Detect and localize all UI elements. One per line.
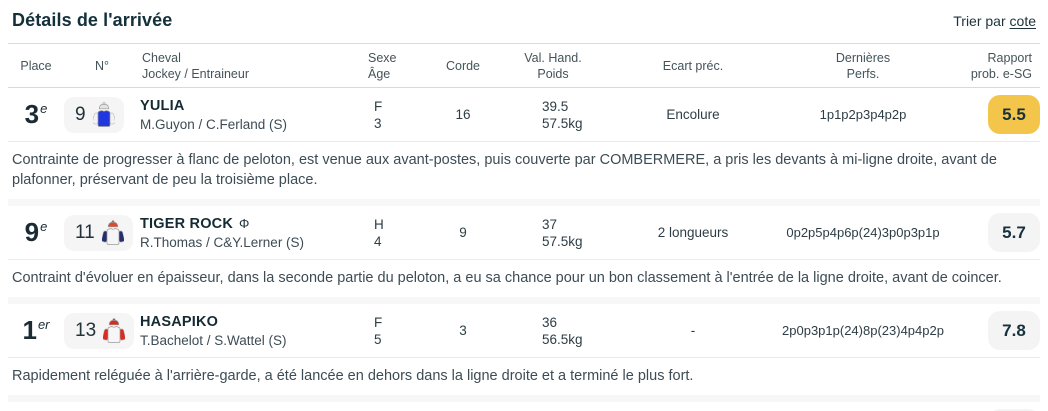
number-cell: 9: [64, 96, 140, 133]
place-number: 1: [22, 315, 37, 345]
sexe-value: F: [374, 314, 383, 330]
ecart-value: -: [690, 323, 696, 338]
horse-row[interactable]: 5e 3 BAD BOYΦ C.Soumillon / J.Leroy H: [8, 402, 1040, 411]
horse-number: 11: [75, 221, 95, 243]
horse-row[interactable]: 3e 9 YULIAΦ M.Guyon / C.Ferland (S) F: [8, 88, 1040, 141]
place-cell: 3e: [8, 99, 64, 130]
sort-by-cote-link[interactable]: cote: [1009, 13, 1036, 29]
age-value: 3: [374, 115, 382, 131]
place-number: 3: [24, 99, 40, 129]
page-title: Détails de l'arrivée: [12, 10, 173, 30]
jockey-silk-icon: [103, 317, 126, 343]
horse-cell: YULIAΦ M.Guyon / C.Ferland (S): [140, 97, 368, 132]
valhand-poids-cell: 36 56.5kg: [498, 314, 608, 348]
horse-number: 9: [75, 103, 86, 125]
horse-number: 13: [75, 319, 97, 341]
age-value: 5: [374, 331, 382, 347]
rapport-cell: 7.8: [948, 311, 1040, 350]
perfs-value: 2p0p3p1p(24)8p(23)4p4p2p: [782, 323, 944, 338]
col-header-ecart: Ecart préc.: [662, 58, 724, 73]
place-suffix: e: [40, 101, 48, 116]
col-header-corde: Corde: [445, 58, 481, 73]
place-cell: 9e: [8, 217, 64, 248]
col-header-place: Place: [20, 58, 52, 73]
comment-row: Rapidement reléguée à l'arrière-garde, a…: [8, 357, 1040, 395]
poids-value: 56.5kg: [542, 331, 583, 347]
horse-row[interactable]: 9e 11 TIGER ROCK Φ R.Thomas / C&Y.Lerner …: [8, 206, 1040, 259]
valhand-poids-cell: 39.5 57.5kg: [498, 98, 608, 132]
sexe-value: H: [374, 216, 384, 232]
poids-value: 57.5kg: [542, 115, 583, 131]
rapport-cell: 5.5: [948, 95, 1040, 134]
blinkers-icon: Φ: [239, 216, 250, 231]
corde-value: 16: [455, 107, 471, 122]
rapport-badge: 9.6: [988, 409, 1040, 411]
rapport-badge: 5.5: [988, 95, 1040, 134]
col-header-valhand-poids: Val. Hand. Poids: [524, 50, 582, 81]
sort-control: Trier par cote: [953, 10, 1036, 29]
perfs-value: 0p2p5p4p6p(24)3p0p3p1p: [786, 225, 940, 240]
rapport-badge: 7.8: [988, 311, 1040, 350]
number-pill: 11: [64, 214, 133, 251]
sexe-age-cell: F 3: [368, 98, 428, 132]
col-header-cheval: Cheval Jockey / Entraineur: [142, 50, 249, 81]
valhand-value: 36: [542, 314, 558, 330]
ecart-value: 2 longueurs: [657, 225, 729, 240]
valhand-value: 39.5: [542, 98, 569, 114]
place-number: 9: [24, 217, 40, 247]
horse-row[interactable]: 1er 13 HASAPIKOΦ T.Bachelot / S.Wattel (…: [8, 304, 1040, 357]
valhand-value: 37: [542, 216, 558, 232]
number-pill: 13: [64, 312, 135, 349]
corde-value: 3: [459, 323, 467, 338]
comment-row: Contraint d'évoluer en épaisseur, dans l…: [8, 259, 1040, 297]
jockey-trainer: M.Guyon / C.Ferland (S): [140, 117, 288, 132]
row-separator-band: [8, 395, 1040, 402]
row-separator-band: [8, 297, 1040, 304]
age-value: 4: [374, 233, 382, 249]
horse-cell: HASAPIKOΦ T.Bachelot / S.Wattel (S): [140, 313, 368, 348]
col-header-dernieres-perfs: Dernières Perfs.: [835, 50, 891, 81]
horse-name: TIGER ROCK: [140, 216, 234, 232]
valhand-poids-cell: 37 57.5kg: [498, 216, 608, 250]
topbar: Détails de l'arrivée Trier par cote: [8, 0, 1040, 43]
horse-name: YULIA: [140, 98, 185, 114]
table-header-row: Place N° Cheval Jockey / Entraineur Sexe…: [8, 43, 1040, 88]
horse-cell: TIGER ROCK Φ R.Thomas / C&Y.Lerner (S): [140, 215, 368, 250]
jockey-silk-icon: [101, 219, 124, 245]
rapport-cell: 9.6: [948, 409, 1040, 411]
horse-name: HASAPIKO: [140, 314, 219, 330]
corde-value: 9: [459, 225, 467, 240]
ecart-value: Encolure: [666, 107, 720, 122]
row-separator-band: [8, 199, 1040, 206]
jockey-trainer: T.Bachelot / S.Wattel (S): [140, 333, 287, 348]
perfs-value: 1p1p2p3p4p2p: [819, 107, 907, 122]
sexe-value: F: [374, 98, 383, 114]
place-cell: 1er: [8, 315, 64, 346]
comment-row: Contrainte de progresser à flanc de pelo…: [8, 141, 1040, 199]
jockey-trainer: R.Thomas / C&Y.Lerner (S): [140, 235, 305, 250]
col-header-rapport: Rapport prob. e-SG: [970, 50, 1032, 81]
sort-label: Trier par: [953, 13, 1006, 29]
number-pill: 9: [64, 96, 124, 133]
number-cell: 11: [64, 214, 140, 251]
rapport-cell: 5.7: [948, 213, 1040, 252]
col-header-num: N°: [94, 58, 110, 73]
number-cell: 13: [64, 312, 140, 349]
rapport-badge: 5.7: [988, 213, 1040, 252]
table-body: 3e 9 YULIAΦ M.Guyon / C.Ferland (S) F: [8, 88, 1040, 411]
sexe-age-cell: F 5: [368, 314, 428, 348]
jockey-silk-icon: [92, 101, 115, 127]
poids-value: 57.5kg: [542, 233, 583, 249]
col-header-sexe-age: Sexe Âge: [368, 50, 397, 81]
place-suffix: er: [37, 317, 50, 332]
place-suffix: e: [40, 219, 48, 234]
sexe-age-cell: H 4: [368, 216, 428, 250]
